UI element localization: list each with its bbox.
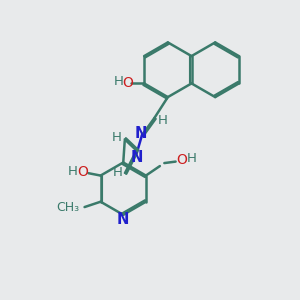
- Text: H: H: [113, 75, 123, 88]
- Text: CH₃: CH₃: [56, 201, 79, 214]
- Text: N: N: [117, 212, 129, 227]
- Text: H: H: [158, 114, 168, 127]
- Text: H: H: [112, 131, 122, 144]
- Text: N: N: [135, 127, 147, 142]
- Text: O: O: [77, 165, 88, 179]
- Text: H: H: [68, 165, 77, 178]
- Text: N: N: [131, 150, 143, 165]
- Text: H: H: [187, 152, 197, 165]
- Text: O: O: [122, 76, 133, 90]
- Text: H: H: [113, 166, 123, 179]
- Text: O: O: [176, 153, 187, 167]
